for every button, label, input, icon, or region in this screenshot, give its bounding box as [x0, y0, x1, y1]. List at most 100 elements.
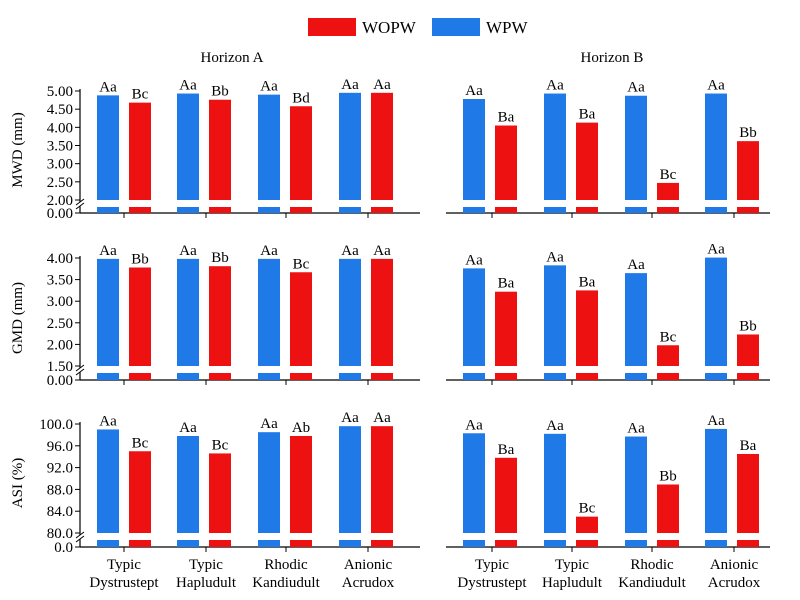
data-label: Aa — [179, 420, 197, 436]
bar-wopw-lower — [657, 540, 679, 547]
bar-wopw-upper — [576, 122, 598, 200]
data-label: Bc — [293, 256, 310, 272]
bar-wpw-lower — [544, 540, 566, 547]
bar-wopw-lower — [495, 540, 517, 547]
bar-wopw-upper — [209, 99, 231, 200]
bar-wopw-upper — [657, 182, 679, 200]
data-label: Ba — [740, 438, 757, 454]
data-label: Ba — [579, 274, 596, 290]
xcat-r-1-line2: Hapludult — [542, 575, 603, 591]
bar-wopw-upper — [576, 290, 598, 366]
bar-wpw-upper — [625, 273, 647, 366]
xcat-r-2-line1: Rhodic — [630, 557, 674, 573]
y-tick-label: 2.50 — [47, 316, 73, 332]
panel-3: Aa Ba Aa Ba Aa Bc Aa Bb — [446, 242, 770, 385]
bar-wopw-lower — [576, 207, 598, 213]
y-tick-label: 3.00 — [47, 294, 73, 310]
bar-wopw-upper — [576, 516, 598, 533]
xcat-l-1-line2: Hapludult — [176, 575, 237, 591]
bar-wopw-lower — [290, 207, 312, 213]
bar-wopw-lower — [576, 373, 598, 380]
bar-wpw-upper — [97, 429, 119, 533]
bar-wpw-lower — [177, 540, 199, 547]
y-tick-label: 0.0 — [54, 540, 73, 556]
ylabel-mwd: MWD (mm) — [10, 112, 26, 187]
data-label: Bc — [212, 437, 229, 453]
data-label: Aa — [99, 243, 117, 259]
bar-wpw-lower — [625, 373, 647, 380]
y-tick-label: 0.00 — [47, 373, 73, 389]
bar-wopw-lower — [209, 373, 231, 380]
bar-wopw-upper — [657, 345, 679, 366]
bar-wpw-upper — [544, 265, 566, 366]
bar-wopw-upper — [495, 291, 517, 366]
data-label: Aa — [99, 413, 117, 429]
bar-wpw-upper — [258, 432, 280, 533]
data-label: Bb — [659, 468, 677, 484]
bar-wpw-upper — [625, 436, 647, 533]
bar-wpw-upper — [97, 95, 119, 200]
bar-wopw-upper — [129, 267, 151, 366]
bar-wopw-upper — [737, 141, 759, 200]
bar-wpw-lower — [705, 540, 727, 547]
bar-wpw-lower — [339, 373, 361, 380]
panel-1: Aa Ba Aa Ba Aa Bc Aa Bb — [446, 78, 770, 218]
bar-wopw-upper — [129, 102, 151, 200]
bar-wpw-upper — [463, 98, 485, 200]
bar-wpw-upper — [258, 258, 280, 366]
bar-wopw-lower — [209, 540, 231, 547]
bar-wopw-upper — [371, 92, 393, 200]
y-tick-label: 1.50 — [47, 359, 73, 375]
bar-wpw-lower — [625, 207, 647, 213]
bar-wpw-upper — [339, 426, 361, 533]
bar-wpw-lower — [177, 373, 199, 380]
xcat-l-2-line1: Rhodic — [264, 557, 308, 573]
bar-wopw-lower — [495, 207, 517, 213]
data-label: Aa — [373, 410, 391, 426]
bar-wpw-lower — [258, 373, 280, 380]
y-tick-label: 100.0 — [39, 417, 73, 433]
bar-wpw-upper — [544, 433, 566, 533]
data-label: Aa — [260, 416, 278, 432]
bar-wpw-upper — [705, 257, 727, 366]
data-label: Bc — [660, 329, 677, 345]
bar-wpw-upper — [97, 258, 119, 366]
data-label: Aa — [260, 243, 278, 259]
y-tick-label: 3.50 — [47, 139, 73, 155]
data-label: Aa — [465, 252, 483, 268]
ylabel-gmd: GMD (mm) — [10, 282, 26, 354]
data-label: Bd — [292, 90, 310, 106]
legend-swatch-wpw — [432, 18, 480, 36]
panel-0: 2.00 2.50 3.00 3.50 4.00 4.50 5.00 0.00 Aa Bc Aa Bb… — [47, 77, 420, 222]
bar-wpw-lower — [705, 207, 727, 213]
data-label: Aa — [627, 257, 645, 273]
ylabel-asi: ASI (%) — [10, 458, 26, 508]
data-label: Aa — [465, 417, 483, 433]
data-label: Aa — [341, 410, 359, 426]
data-label: Bb — [131, 252, 149, 268]
y-tick-label: 92.0 — [47, 461, 73, 477]
data-label: Aa — [627, 80, 645, 96]
y-tick-label: 88.0 — [47, 482, 73, 498]
y-tick-label: 0.00 — [47, 206, 73, 222]
data-label: Ba — [498, 442, 515, 458]
data-label: Aa — [99, 79, 117, 95]
bar-wpw-lower — [258, 207, 280, 213]
bar-wopw-lower — [209, 207, 231, 213]
data-label: Aa — [546, 249, 564, 265]
bar-wpw-lower — [544, 373, 566, 380]
data-label: Aa — [707, 242, 725, 258]
data-label: Bc — [579, 501, 596, 517]
y-tick-label: 2.50 — [47, 175, 73, 191]
data-label: Aa — [546, 418, 564, 434]
bar-wopw-upper — [737, 334, 759, 366]
bar-wopw-lower — [737, 207, 759, 213]
y-tick-label: 5.00 — [47, 84, 73, 100]
bar-wopw-lower — [371, 540, 393, 547]
bar-wpw-lower — [544, 207, 566, 213]
bar-wopw-lower — [657, 207, 679, 213]
data-label: Aa — [341, 243, 359, 259]
bar-wpw-lower — [339, 540, 361, 547]
bar-wpw-lower — [463, 540, 485, 547]
